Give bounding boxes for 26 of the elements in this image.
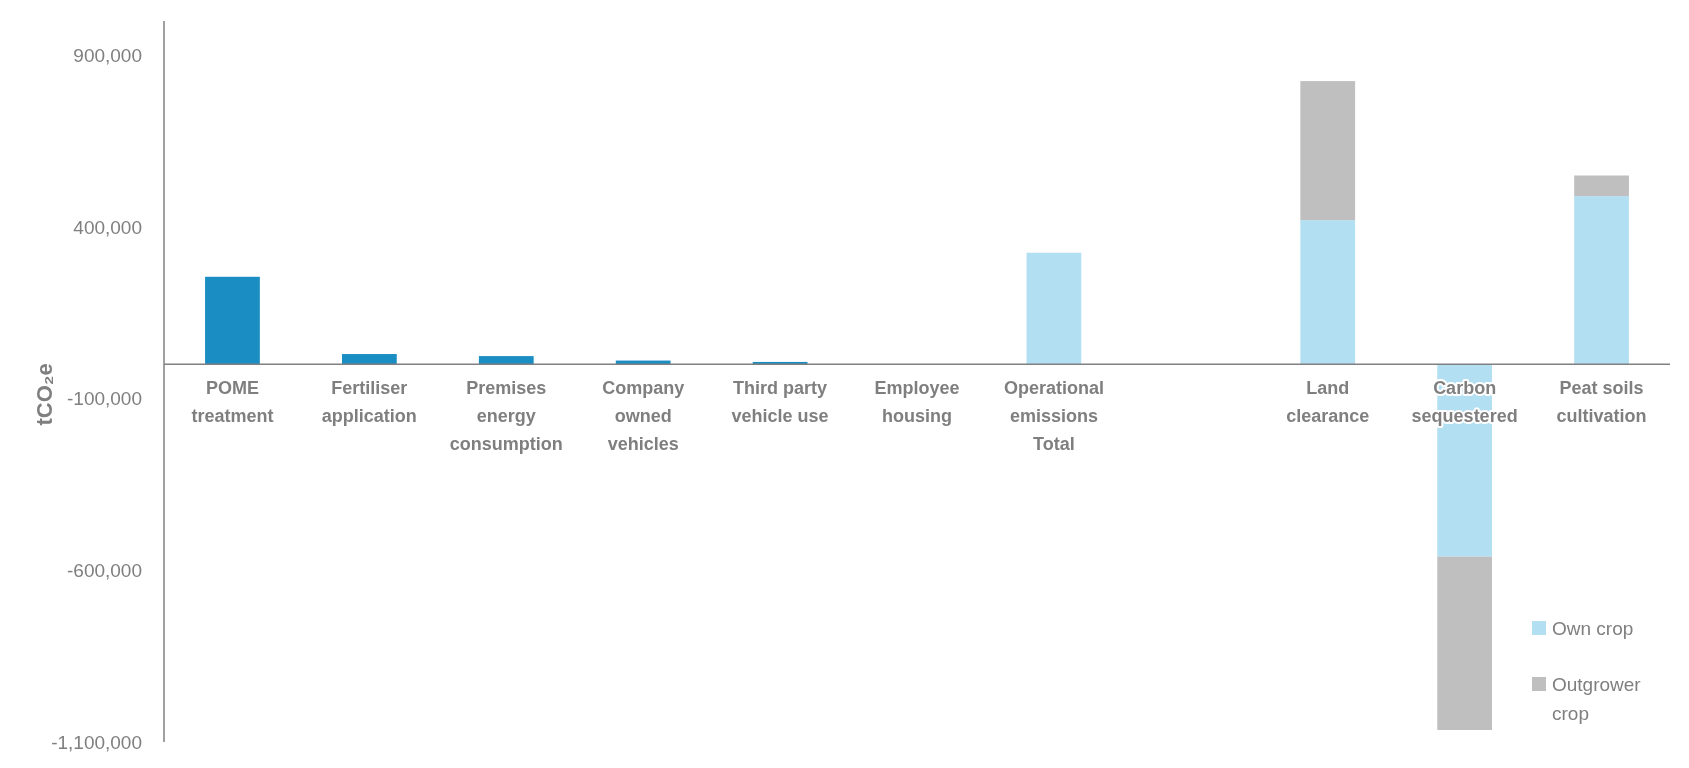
x-tick-label: Operational emissions Total [1003, 378, 1104, 455]
y-tick-label: -100,000 [66, 388, 142, 410]
bar [1437, 556, 1493, 730]
y-tick-label: -1,100,000 [51, 731, 142, 753]
bar [1574, 196, 1629, 365]
y-tick-label: 900,000 [73, 44, 142, 66]
legend-label: Own crop [1552, 617, 1634, 639]
bar [1300, 81, 1356, 221]
bar [1300, 220, 1356, 365]
bar [341, 354, 397, 365]
legend-label: Outgrower crop [1552, 673, 1642, 724]
x-tick-label: Land clearance [1286, 378, 1370, 427]
bar [205, 276, 260, 365]
y-tick-label: -600,000 [66, 559, 142, 581]
x-tick-label: Company owned vehicles [602, 378, 685, 455]
bar [1026, 252, 1082, 365]
x-tick-label: Premises energy consumption [449, 378, 563, 455]
bar [1574, 175, 1629, 197]
x-tick-label: Third party vehicle use [731, 378, 829, 427]
y-tick-label: 400,000 [73, 216, 142, 238]
x-tick-label: Employee housing [874, 378, 960, 427]
x-tick-label: Fertiliser application [321, 378, 417, 427]
bar [478, 356, 534, 365]
y-axis-title: tCO₂e [32, 363, 57, 426]
x-tick-label: POME treatment [191, 378, 274, 427]
x-tick-label: Peat soils cultivation [1556, 378, 1647, 427]
